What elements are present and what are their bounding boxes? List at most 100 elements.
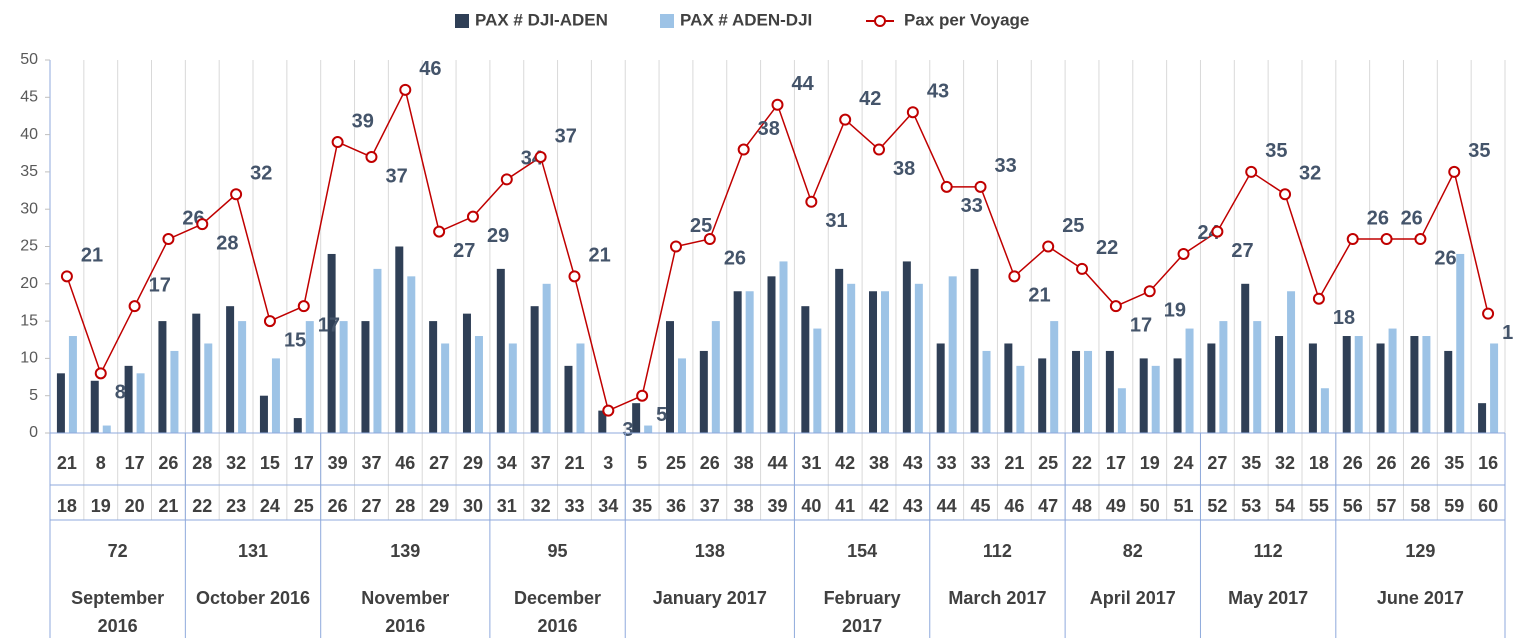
- bar: [813, 328, 822, 433]
- bar: [1253, 321, 1262, 433]
- bar: [644, 425, 653, 433]
- bar: [102, 425, 111, 433]
- y-tick-label: 20: [20, 275, 38, 292]
- table-cell: 49: [1106, 496, 1126, 516]
- line-marker: [1448, 165, 1461, 178]
- line-marker: [433, 225, 446, 238]
- bar: [1275, 336, 1284, 433]
- month-name-box: October 2016: [196, 588, 310, 608]
- table-cell: 21: [57, 453, 77, 473]
- table-cell: 42: [869, 496, 889, 516]
- month-name: March 2017: [948, 588, 1047, 608]
- line-marker: [906, 106, 919, 119]
- table-cell: 17: [294, 453, 314, 473]
- table-cell: 20: [125, 496, 145, 516]
- table-cell: 16: [1478, 453, 1498, 473]
- data-label: 28: [216, 232, 238, 254]
- table-cell: 28: [395, 496, 415, 516]
- table-cell: 27: [429, 453, 449, 473]
- table-cell: 53: [1241, 496, 1261, 516]
- table-cell: 52: [1207, 496, 1227, 516]
- bar: [305, 321, 314, 433]
- data-label: 38: [893, 158, 915, 180]
- line-marker: [636, 389, 649, 402]
- bar: [259, 395, 268, 433]
- y-tick-label: 5: [29, 387, 38, 404]
- table-cell: 41: [835, 496, 855, 516]
- line-marker: [1042, 240, 1055, 253]
- table-cell: 58: [1410, 496, 1430, 516]
- bar: [948, 276, 957, 433]
- bar: [361, 321, 370, 433]
- month-total: 139: [390, 541, 420, 561]
- table-cell: 21: [1004, 453, 1024, 473]
- table-cell: 43: [903, 496, 923, 516]
- data-label: 27: [453, 240, 475, 262]
- bar: [327, 253, 336, 433]
- bar: [801, 306, 810, 433]
- month-name-box: September 2016: [71, 588, 164, 636]
- month-name-box: November 2016: [361, 588, 449, 636]
- bar: [474, 336, 483, 433]
- table-cell: 21: [158, 496, 178, 516]
- bar: [881, 291, 890, 433]
- month-name: January 2017: [652, 588, 767, 608]
- legend-swatch: [660, 14, 674, 28]
- table-cell: 26: [328, 496, 348, 516]
- bar: [1016, 365, 1025, 433]
- table-cell: 39: [767, 496, 787, 516]
- bar: [56, 373, 65, 433]
- bar: [1388, 328, 1397, 433]
- bar: [204, 343, 213, 433]
- month-name: December 2016: [514, 588, 602, 636]
- data-label: 33: [995, 155, 1017, 177]
- line-marker: [839, 113, 852, 126]
- data-label: 42: [859, 88, 881, 110]
- bar: [1478, 403, 1487, 433]
- line-marker: [263, 315, 276, 328]
- table-cell: 54: [1275, 496, 1295, 516]
- bar: [90, 380, 99, 433]
- table-cell: 32: [226, 453, 246, 473]
- line-marker: [331, 136, 344, 149]
- table-cell: 33: [937, 453, 957, 473]
- bar: [711, 321, 720, 433]
- bar: [407, 276, 416, 433]
- table-cell: 23: [226, 496, 246, 516]
- table-cell: 39: [328, 453, 348, 473]
- data-label: 16: [1502, 322, 1513, 344]
- month-total: 112: [1254, 541, 1283, 561]
- legend-label: PAX # DJI-ADEN: [475, 10, 608, 29]
- data-label: 46: [419, 58, 441, 80]
- line-marker: [399, 83, 412, 96]
- data-label: 27: [1231, 240, 1253, 262]
- table-cell: 3: [603, 453, 613, 473]
- table-cell: 37: [531, 453, 551, 473]
- data-label: 44: [792, 73, 815, 95]
- table-cell: 36: [666, 496, 686, 516]
- data-label: 32: [1299, 163, 1321, 185]
- legend-swatch: [455, 14, 469, 28]
- bar: [339, 321, 348, 433]
- month-total: 154: [847, 541, 877, 561]
- table-cell: 24: [260, 496, 280, 516]
- line-marker: [1346, 233, 1359, 246]
- line-marker: [365, 150, 378, 163]
- data-label: 15: [284, 329, 306, 351]
- bar: [1207, 343, 1216, 433]
- bar: [462, 313, 471, 433]
- bar: [429, 321, 438, 433]
- data-label: 8: [115, 382, 126, 404]
- bar: [271, 358, 280, 433]
- data-label: 25: [1062, 215, 1084, 237]
- bar: [598, 410, 607, 433]
- table-cell: 19: [1140, 453, 1160, 473]
- bar: [936, 343, 945, 433]
- line-marker: [703, 233, 716, 246]
- table-cell: 32: [531, 496, 551, 516]
- table-cell: 35: [632, 496, 652, 516]
- bar: [1308, 343, 1317, 433]
- line-marker: [94, 367, 107, 380]
- bar: [1410, 336, 1419, 433]
- table-cell: 34: [598, 496, 618, 516]
